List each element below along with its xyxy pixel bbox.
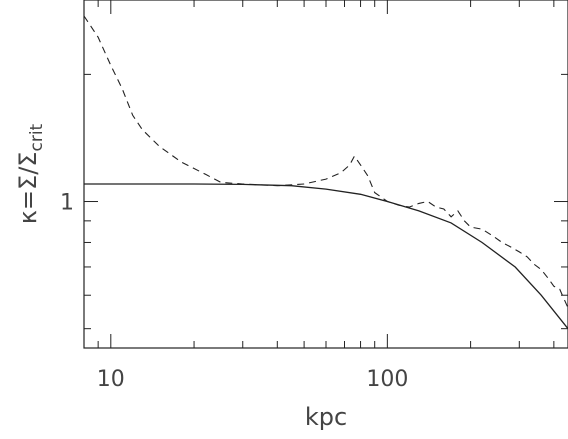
y-label-sigma: Σ: [14, 175, 42, 190]
x-axis-label: kpc: [305, 403, 347, 431]
axis-ticks: [83, 0, 568, 348]
y-label-sigma-crit: Σ: [14, 152, 42, 167]
y-label-slash: /: [14, 166, 42, 175]
x-tick-label: 100: [366, 367, 408, 392]
y-label-kappa: κ: [14, 210, 42, 224]
tick-labels: 10 100 1: [60, 191, 408, 392]
plot-frame: [83, 0, 568, 349]
y-label-equals: =: [14, 190, 42, 210]
series-solid-line: [84, 183, 568, 330]
series-group: [83, 15, 568, 330]
y-tick-label: 1: [60, 191, 74, 216]
y-label-crit-subscript: crit: [27, 123, 47, 151]
x-tick-label: 10: [97, 367, 125, 392]
series-dashed-line: [83, 15, 568, 309]
y-axis-label: κ=Σ/Σcrit: [14, 123, 47, 224]
